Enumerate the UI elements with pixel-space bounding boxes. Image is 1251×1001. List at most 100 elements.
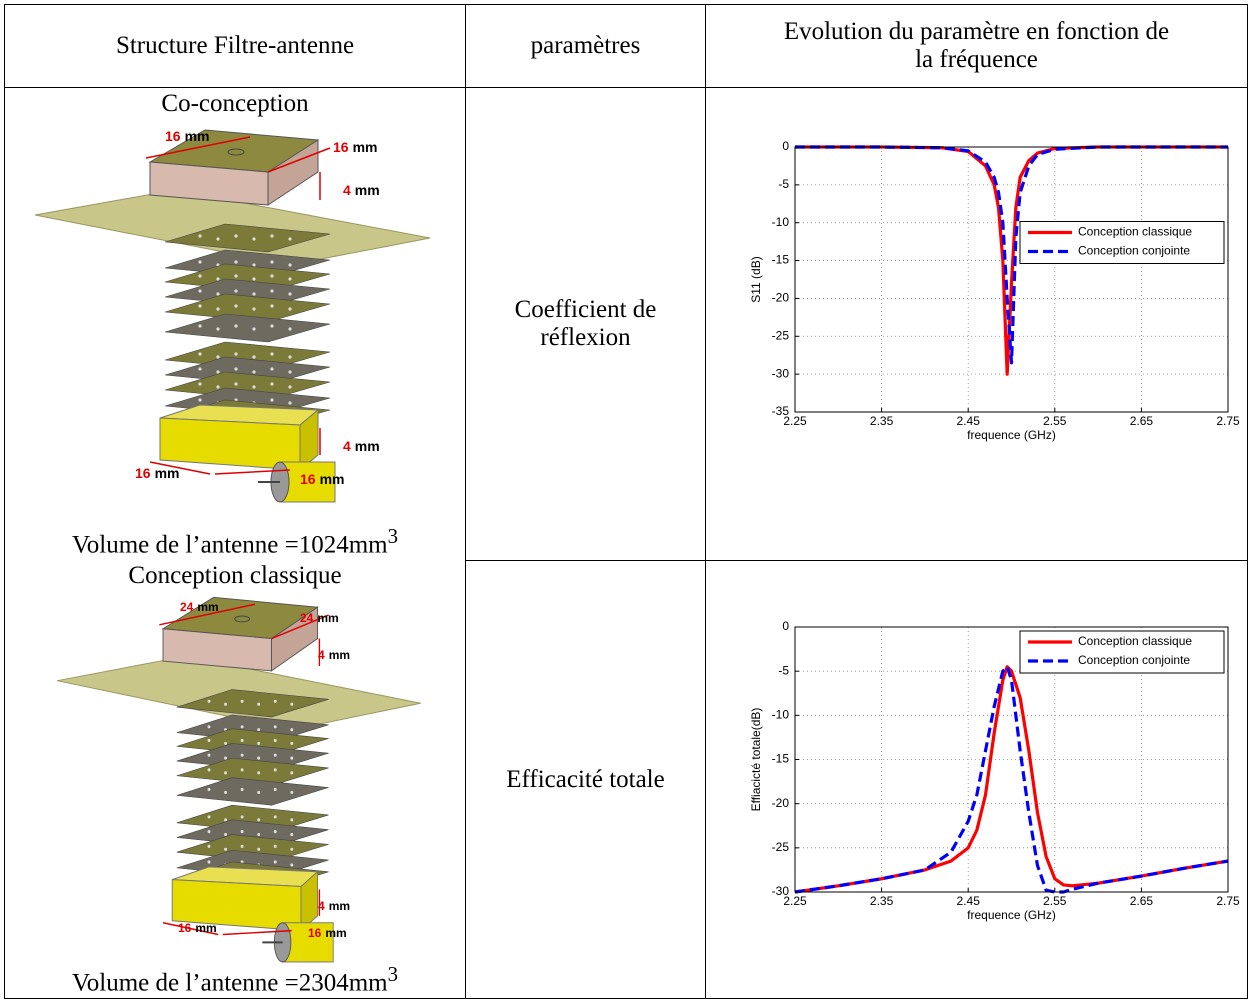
plate-hole [273,738,277,743]
dimension-value: 24 [300,611,314,625]
plate-hole [216,370,220,374]
plate-hole [207,768,211,772]
plate-hole [273,699,277,703]
y-tick-label: -15 [772,253,790,267]
y-tick-label: 0 [782,139,789,153]
plate-hole [290,863,294,867]
plate-hole [273,844,277,848]
plate-hole [273,725,277,729]
plate-hole [216,385,220,389]
y-tick-label: -35 [772,404,790,418]
plate-hole [224,790,228,794]
dimension-arrow [214,469,291,475]
dimension-label: 24 mm [300,611,339,625]
x-tick-label: 2.75 [1216,894,1240,908]
plate-hole [270,274,274,278]
plate-hole [240,725,244,729]
plate-hole [288,401,292,405]
plate-hole [270,324,274,328]
plate-hole [273,787,277,792]
plate-hole [273,768,277,772]
x-tick-label: 2.65 [1130,894,1154,908]
plate-hole [290,790,294,794]
chart-cell [705,560,1248,999]
plot-frame [794,626,1229,893]
dimension-arrow [149,461,211,475]
plate-hole [270,234,274,238]
y-tick-label: -25 [772,328,790,342]
plot-frame [794,146,1229,413]
plate-hole [273,830,277,834]
dimension-value: 16 [308,926,322,940]
x-tick-label: 2.35 [870,894,894,908]
plate-hole [257,771,261,775]
box-side [271,606,319,672]
plate-hole [252,385,256,389]
plate-hole [207,753,211,757]
plate-hole [224,847,228,851]
dimension-unit: mm [325,926,346,940]
plate-hole [240,787,244,792]
plate-hole [216,237,220,241]
plate [176,689,329,718]
parameter-cell: Efficacité totale [465,560,706,999]
plate-hole [224,741,228,745]
dimension-unit: mm [353,139,378,155]
y-tick-label: -20 [772,796,790,810]
plate-hole [224,818,228,822]
dimension-label: 4 mm [343,438,380,454]
plate-hole [234,352,238,356]
parameter-text: Coefficient de réflexion [514,296,657,351]
plate-hole [252,277,256,281]
plate-hole [234,260,238,264]
plate-hole [224,756,228,760]
dimension-unit: mm [329,648,350,662]
plate-hole [198,382,202,386]
legend-label: Conception classique [1078,634,1192,648]
plate-hole [257,702,261,706]
plate-hole [270,352,274,356]
structure-title: Co-conception [161,90,309,117]
y-tick-label: -10 [772,215,790,229]
dimension-label: 4 mm [318,648,350,662]
plate-hole [288,292,292,296]
y-axis-label: Effiacicté totale(dB) [749,708,763,812]
plate-hole [207,860,211,864]
plate-hole [270,304,274,308]
plate [164,223,331,253]
dimension-value: 16 [333,139,349,155]
series-line [794,665,1229,894]
plate-hole [234,289,238,293]
plate-hole [290,702,294,706]
plate-hole [257,847,261,851]
plate-hole [290,741,294,745]
plate-hole [234,274,238,278]
structure-drawing [34,129,431,503]
plate-hole [252,237,256,241]
plate-hole [290,847,294,851]
dimension-value: 4 [318,648,325,662]
plate-hole [240,753,244,757]
dimension-value: 24 [180,600,194,614]
dimension-label: 4 mm [343,182,380,198]
dimension-value: 4 [343,182,351,198]
plate-hole [198,260,202,264]
plate-hole [216,355,220,359]
plate-hole [252,263,256,267]
base-side [300,870,319,932]
x-tick-label: 2.35 [870,414,894,428]
plate-hole [240,844,244,848]
x-axis-label: frequence (GHz) [967,428,1056,442]
plate-hole [234,382,238,386]
plate-hole [240,815,244,819]
y-tick-label: 0 [782,619,789,633]
y-tick-label: -5 [778,177,789,191]
plate-hole [224,771,228,775]
plate-hole [252,355,256,359]
plate-hole [234,234,238,238]
x-tick-label: 2.45 [957,414,981,428]
x-tick-label: 2.75 [1216,414,1240,428]
dimension-unit: mm [329,899,350,913]
x-axis-label: frequence (GHz) [967,908,1056,922]
volume: Volume de l’antenne =1024mm3 [5,524,465,559]
